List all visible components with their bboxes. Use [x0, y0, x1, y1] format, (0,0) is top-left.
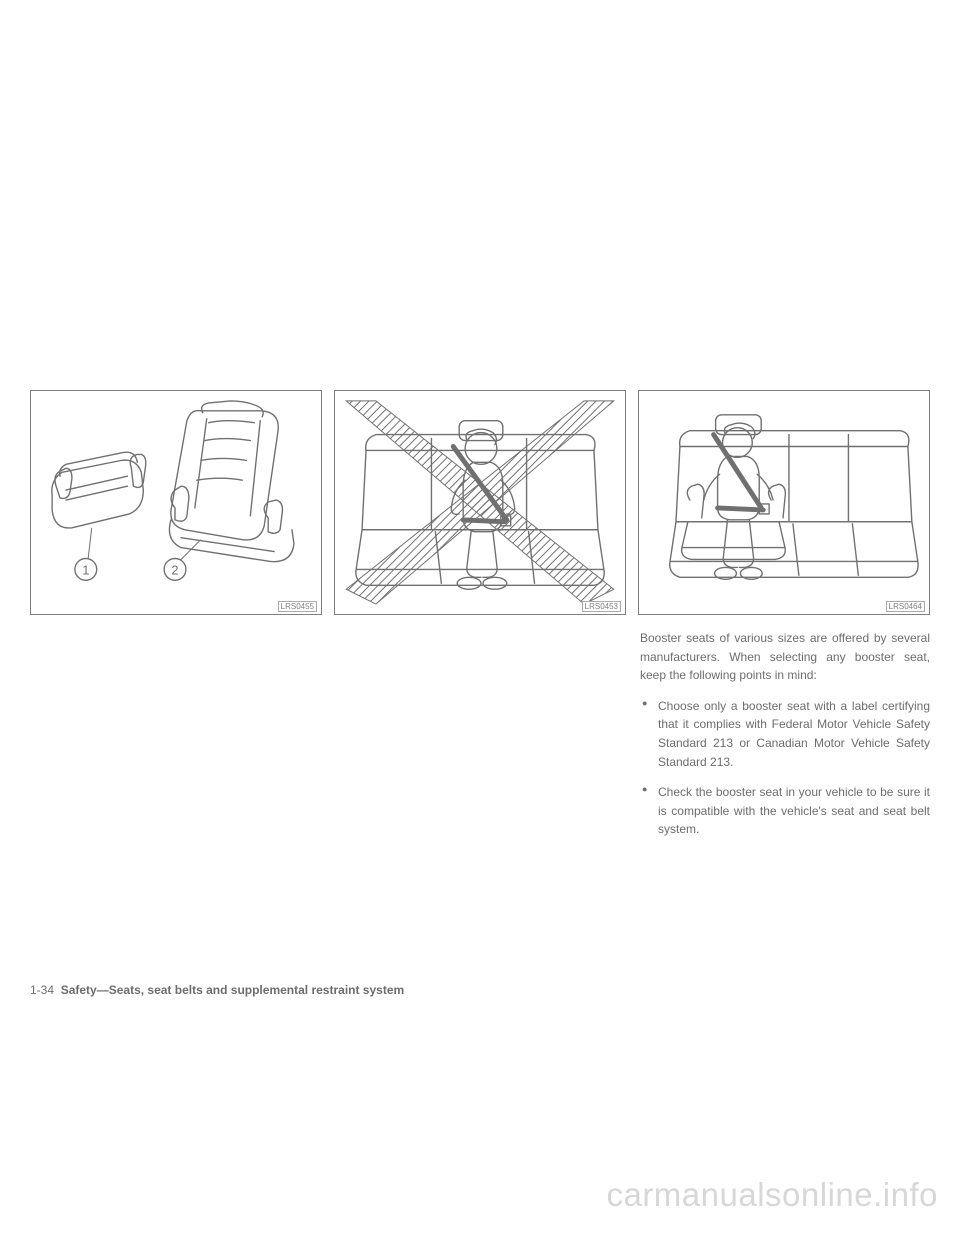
figure-2: LRS0453	[334, 390, 626, 615]
figure-3: LRS0464	[638, 390, 930, 615]
figure-2-caption: LRS0453	[582, 601, 621, 612]
page-number: 1-34	[30, 983, 54, 997]
watermark: carmanualsonline.info	[606, 1176, 938, 1214]
page-footer: 1-34 Safety—Seats, seat belts and supple…	[30, 983, 404, 997]
figure-3-frame: LRS0464	[638, 390, 930, 615]
figure-2-frame: LRS0453	[334, 390, 626, 615]
callout-1: 1	[82, 562, 89, 577]
section-title: Safety—Seats, seat belts and supplementa…	[61, 983, 404, 997]
bullet-2: Check the booster seat in your vehicle t…	[640, 783, 930, 839]
correct-seating-illustration	[639, 391, 929, 614]
bullet-list: Choose only a booster seat with a label …	[640, 697, 930, 839]
bullet-1: Choose only a booster seat with a label …	[640, 697, 930, 771]
page-content: 1 2 LRS0455	[30, 390, 930, 851]
intro-paragraph: Booster seats of various sizes are offer…	[640, 629, 930, 685]
booster-seats-illustration: 1 2	[31, 391, 321, 614]
figure-1: 1 2 LRS0455	[30, 390, 322, 615]
figure-1-caption: LRS0455	[278, 601, 317, 612]
figure-3-caption: LRS0464	[886, 601, 925, 612]
figures-row: 1 2 LRS0455	[30, 390, 930, 615]
body-text-column: Booster seats of various sizes are offer…	[640, 629, 930, 839]
callout-2: 2	[171, 562, 178, 577]
figure-1-frame: 1 2 LRS0455	[30, 390, 322, 615]
incorrect-seating-illustration	[335, 391, 625, 614]
